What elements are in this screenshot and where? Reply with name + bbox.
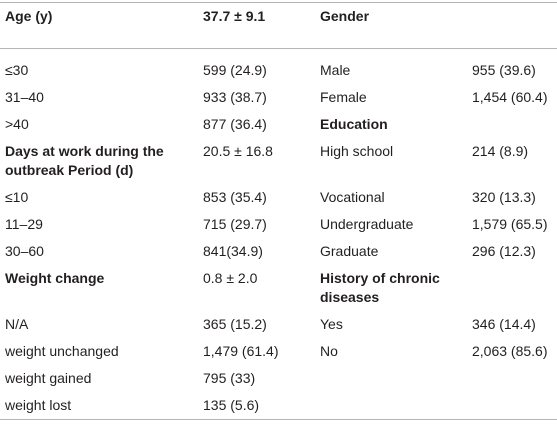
table-cell: Days at work during the outbreak Period … <box>5 143 164 178</box>
table-cell <box>467 111 557 138</box>
table-cell: Vocational <box>320 189 385 205</box>
table-cell: 0.8 ± 2.0 <box>203 270 258 286</box>
table-cell: weight gained <box>5 370 92 386</box>
table-cell: 853 (35.4) <box>203 189 267 205</box>
table-cell: ≤30 <box>5 62 29 78</box>
table-row: weight lost 135 (5.6) <box>0 392 557 420</box>
table-cell: 320 (13.3) <box>472 189 536 205</box>
table-cell: 715 (29.7) <box>203 216 267 232</box>
table-cell: 296 (12.3) <box>472 243 536 259</box>
table-cell: 2,063 (85.6) <box>472 343 548 359</box>
table-cell: 11–29 <box>5 216 43 232</box>
table-cell: 795 (33) <box>203 370 256 386</box>
table-row: Days at work during the outbreak Period … <box>0 138 557 184</box>
table-row: weight gained 795 (33) <box>0 365 557 392</box>
table-cell: Yes <box>320 316 343 332</box>
table-cell: Female <box>320 89 367 105</box>
table-cell: 955 (39.6) <box>472 62 536 78</box>
table-cell: Weight change <box>5 270 105 286</box>
table-cell <box>467 365 557 392</box>
table-cell <box>315 392 467 420</box>
table-body: ≤30 599 (24.9) Male 955 (39.6) 31–40 933 (38.… <box>0 49 557 420</box>
table-cell: 877 (36.4) <box>203 116 267 132</box>
table-row: N/A 365 (15.2) Yes 346 (14.4) <box>0 311 557 338</box>
table-cell: N/A <box>5 316 29 332</box>
table-cell: 214 (8.9) <box>472 143 529 159</box>
header-cell: Gender <box>320 8 370 24</box>
table-cell: Education <box>320 116 388 132</box>
table-cell: Graduate <box>320 243 379 259</box>
table-row: 31–40 933 (38.7) Female 1,454 (60.4) <box>0 84 557 111</box>
table-cell: weight lost <box>5 397 72 413</box>
table-cell: 1,479 (61.4) <box>203 343 279 359</box>
table-cell <box>315 365 467 392</box>
table-header: Age (y) 37.7 ± 9.1 Gender <box>0 2 557 49</box>
header-cell <box>467 3 557 49</box>
table-row: Weight change 0.8 ± 2.0 History of chronic… <box>0 265 557 311</box>
table-cell: 20.5 ± 16.8 <box>203 143 273 159</box>
table-row: 30–60 841(34.9) Graduate 296 (12.3) <box>0 238 557 265</box>
table-cell: 365 (15.2) <box>203 316 267 332</box>
table-row: 11–29 715 (29.7) Undergraduate 1,579 (65.5) <box>0 211 557 238</box>
table-cell: ≤10 <box>5 189 29 205</box>
header-cell: Age (y) <box>5 8 53 24</box>
table-cell <box>467 265 557 311</box>
table-cell: 31–40 <box>5 89 44 105</box>
table-cell: History of chronic diseases <box>320 270 440 305</box>
table-cell: >40 <box>5 116 29 132</box>
table-cell: 346 (14.4) <box>472 316 536 332</box>
table-cell: 599 (24.9) <box>203 62 267 78</box>
table-cell: High school <box>320 143 394 159</box>
table-row: ≤10 853 (35.4) Vocational 320 (13.3) <box>0 184 557 211</box>
table-cell: 1,579 (65.5) <box>472 216 548 232</box>
table-cell <box>467 392 557 420</box>
table-cell: 933 (38.7) <box>203 89 267 105</box>
table-row: ≤30 599 (24.9) Male 955 (39.6) <box>0 49 557 85</box>
table-cell: Male <box>320 62 351 78</box>
table-row: weight unchanged 1,479 (61.4) No 2,063 (85.… <box>0 338 557 365</box>
table-cell: 1,454 (60.4) <box>472 89 548 105</box>
table-row: >40 877 (36.4) Education <box>0 111 557 138</box>
table-cell: 30–60 <box>5 243 44 259</box>
table-cell: No <box>320 343 338 359</box>
table-cell: 135 (5.6) <box>203 397 260 413</box>
table-cell: 841(34.9) <box>203 243 263 259</box>
table-cell: weight unchanged <box>5 343 119 359</box>
table-cell: Undergraduate <box>320 216 414 232</box>
header-row: Age (y) 37.7 ± 9.1 Gender <box>0 2 557 49</box>
header-cell: 37.7 ± 9.1 <box>203 8 266 24</box>
